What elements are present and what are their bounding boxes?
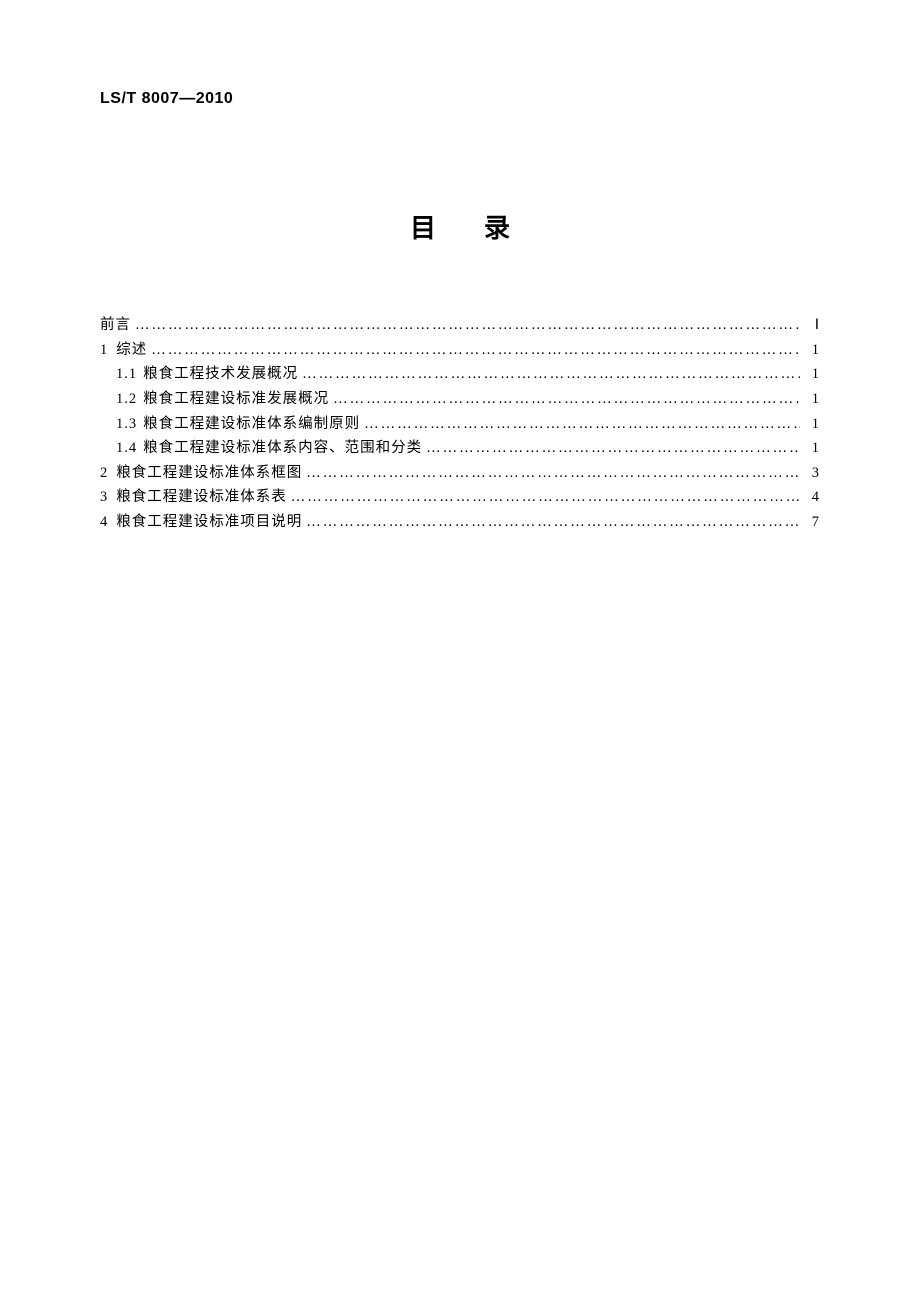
document-page: LS/T 8007—2010 目录 前言 Ⅰ 1 综述 1 1.1 粮食工程技术… — [0, 0, 920, 535]
toc-entry-number: 1.1 — [116, 362, 137, 387]
toc-entry-label: 粮食工程建设标准体系编制原则 — [143, 412, 360, 437]
toc-leader — [151, 338, 800, 363]
toc-entry-label: 综述 — [116, 338, 147, 363]
toc-entry-page: 4 — [804, 485, 820, 510]
toc-entry: 1.4 粮食工程建设标准体系内容、范围和分类 1 — [100, 436, 820, 461]
toc-leader — [306, 461, 800, 486]
toc-entry-label: 粮食工程建设标准发展概况 — [143, 387, 329, 412]
toc-leader — [364, 412, 800, 437]
toc-leader — [302, 362, 800, 387]
toc-entry-page: Ⅰ — [804, 313, 820, 338]
toc-entry-page: 3 — [804, 461, 820, 486]
toc-entry: 2 粮食工程建设标准体系框图 3 — [100, 461, 820, 486]
toc-entry-label: 粮食工程建设标准体系框图 — [116, 461, 302, 486]
toc-entry-page: 7 — [804, 510, 820, 535]
toc-entry-number: 4 — [100, 510, 108, 535]
toc-entry-number: 2 — [100, 461, 108, 486]
page-title: 目录 — [100, 208, 820, 245]
toc-entry-number: 1.4 — [116, 436, 137, 461]
toc-entry-page: 1 — [804, 387, 820, 412]
table-of-contents: 前言 Ⅰ 1 综述 1 1.1 粮食工程技术发展概况 1 1.2 粮食工程建设标… — [100, 313, 820, 535]
toc-entry-page: 1 — [804, 436, 820, 461]
toc-entry: 1.3 粮食工程建设标准体系编制原则 1 — [100, 412, 820, 437]
toc-entry-label: 粮食工程建设标准体系表 — [116, 485, 287, 510]
toc-entry-page: 1 — [804, 362, 820, 387]
toc-entry: 3 粮食工程建设标准体系表 4 — [100, 485, 820, 510]
toc-leader — [135, 313, 800, 338]
toc-entry-page: 1 — [804, 412, 820, 437]
toc-leader — [291, 485, 800, 510]
toc-entry: 1.2 粮食工程建设标准发展概况 1 — [100, 387, 820, 412]
toc-leader — [306, 510, 800, 535]
standard-code: LS/T 8007—2010 — [100, 90, 820, 108]
toc-entry-page: 1 — [804, 338, 820, 363]
toc-entry-label: 粮食工程建设标准体系内容、范围和分类 — [143, 436, 422, 461]
toc-entry-number: 1.3 — [116, 412, 137, 437]
toc-entry-label: 粮食工程建设标准项目说明 — [116, 510, 302, 535]
toc-entry-label: 前言 — [100, 313, 131, 338]
toc-entry: 4 粮食工程建设标准项目说明 7 — [100, 510, 820, 535]
toc-leader — [333, 387, 800, 412]
toc-entry: 1.1 粮食工程技术发展概况 1 — [100, 362, 820, 387]
toc-entry: 前言 Ⅰ — [100, 313, 820, 338]
toc-entry-number: 1.2 — [116, 387, 137, 412]
toc-entry-label: 粮食工程技术发展概况 — [143, 362, 298, 387]
toc-entry-number: 1 — [100, 338, 108, 363]
toc-entry-number: 3 — [100, 485, 108, 510]
toc-entry: 1 综述 1 — [100, 338, 820, 363]
toc-leader — [426, 436, 800, 461]
